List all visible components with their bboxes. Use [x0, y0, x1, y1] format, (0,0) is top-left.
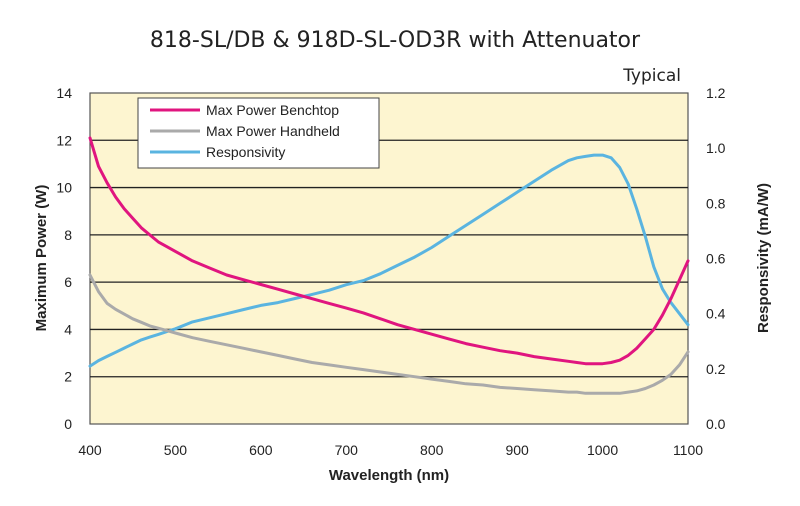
series-line-max-power-benchtop	[88, 136, 690, 366]
x-tick-label: 1100	[673, 442, 703, 458]
y2-tick-label: 0.2	[706, 361, 726, 377]
y-tick-label: 2	[64, 369, 72, 385]
legend: Max Power Benchtop Max Power Handheld Resp…	[137, 97, 380, 169]
y-tick-label: 12	[56, 132, 72, 148]
x-tick-label: 900	[505, 442, 529, 458]
y-tick-label: 4	[64, 321, 72, 337]
series-line-responsivity	[88, 153, 690, 368]
legend-label-max-power-benchtop: Max Power Benchtop	[206, 102, 339, 118]
x-tick-label: 600	[249, 442, 273, 458]
y-tick-label: 14	[56, 85, 72, 101]
y-tick-label: 8	[64, 227, 72, 243]
y2-tick-label: 1.2	[706, 85, 726, 101]
x-axis-ticks: 400 500 600 700 800 900 1000 1100	[78, 442, 703, 458]
grid-lines	[90, 139, 688, 378]
y2-tick-label: 0.4	[706, 306, 726, 322]
y2-tick-label: 0.6	[706, 251, 726, 267]
y2-tick-label: 0.0	[706, 416, 726, 432]
legend-label-responsivity: Responsivity	[206, 144, 285, 160]
y-axis-ticks: 0 2 4 6 8 10 12 14	[56, 85, 72, 432]
series-line-max-power-handheld	[88, 273, 690, 395]
y-axis-label: Maximum Power (W)	[33, 185, 50, 332]
y2-axis-ticks: 0.0 0.2 0.4 0.6 0.8 1.0 1.2	[706, 85, 726, 432]
y2-tick-label: 1.0	[706, 140, 726, 156]
x-tick-label: 400	[78, 442, 102, 458]
chart-annotation-typical: Typical	[622, 66, 681, 86]
y-tick-label: 0	[64, 416, 72, 432]
x-tick-label: 700	[335, 442, 359, 458]
series-layer	[88, 136, 690, 395]
x-tick-label: 800	[420, 442, 444, 458]
y2-axis-label: Responsivity (mA/W)	[755, 183, 772, 333]
legend-label-max-power-handheld: Max Power Handheld	[206, 123, 340, 139]
x-tick-label: 1000	[587, 442, 618, 458]
x-tick-label: 500	[164, 442, 188, 458]
y-tick-label: 10	[56, 180, 72, 196]
x-axis-label: Wavelength (nm)	[329, 467, 449, 484]
y-tick-label: 6	[64, 274, 72, 290]
y2-tick-label: 0.8	[706, 195, 726, 211]
chart-title: 818-SL/DB & 918D-SL-OD3R with Attenuator	[150, 28, 641, 53]
